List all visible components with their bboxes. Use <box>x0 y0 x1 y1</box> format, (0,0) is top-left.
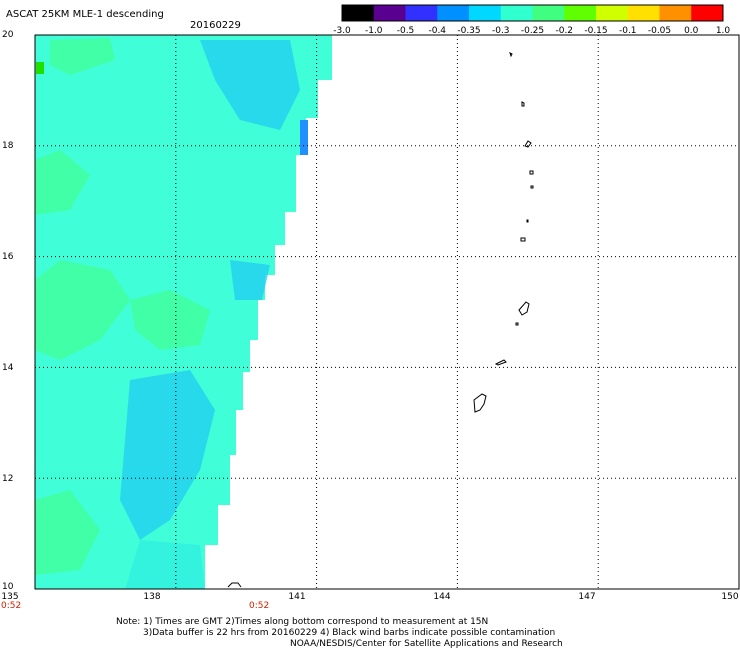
note-line-2: 3)Data buffer is 22 hrs from 20160229 4)… <box>143 628 556 638</box>
lon-label-147: 147 <box>578 592 596 602</box>
lon-label-138: 138 <box>143 592 161 602</box>
colorbar-segment <box>342 5 375 21</box>
coastlines <box>227 52 534 588</box>
colorbar-segment <box>437 5 470 21</box>
colorbar-label: -0.05 <box>647 26 672 36</box>
island-outline <box>509 52 513 58</box>
colorbar-segment <box>405 5 438 21</box>
time-label-left: 0:52 <box>1 601 22 611</box>
lat-label-12: 12 <box>2 474 14 484</box>
island-outline <box>473 393 487 413</box>
island-outline <box>526 219 529 223</box>
island-outline <box>529 170 534 175</box>
swath-patch <box>120 370 215 540</box>
lat-label-14: 14 <box>2 363 14 373</box>
colorbar-segment <box>564 5 597 21</box>
lat-label-16: 16 <box>2 252 14 262</box>
island-outline <box>520 237 526 242</box>
colorbar <box>341 4 724 22</box>
swath-patch <box>50 38 115 75</box>
island-outline <box>521 101 525 107</box>
colorbar-segment <box>500 5 533 21</box>
credit-line: NOAA/NESDIS/Center for Satellite Applica… <box>290 639 563 649</box>
time-label-mid: 0:52 <box>249 601 270 611</box>
colorbar-label: -0.1 <box>618 26 637 36</box>
colorbar-label: -0.2 <box>555 26 574 36</box>
island-outline <box>227 582 242 588</box>
island-outline <box>530 185 534 189</box>
swath-patch <box>35 150 90 215</box>
note-line-1: Note: 1) Times are GMT 2)Times along bot… <box>116 617 489 627</box>
map-frame <box>34 34 740 590</box>
colorbar-segment <box>596 5 629 21</box>
swath-patch <box>35 490 100 575</box>
colorbar-label: 0.0 <box>684 26 699 36</box>
colorbar-segment <box>627 5 660 21</box>
lon-label-141: 141 <box>288 592 306 602</box>
colorbar-segment <box>532 5 565 21</box>
colorbar-segment <box>659 5 692 21</box>
lon-label-144: 144 <box>433 592 451 602</box>
swath-cell <box>300 120 308 155</box>
lon-label-150: 150 <box>721 592 739 602</box>
lat-label-10: 10 <box>2 582 14 592</box>
lat-label-20: 20 <box>2 30 14 40</box>
data-swath <box>35 35 332 589</box>
colorbar-segment <box>469 5 502 21</box>
island-outline <box>515 322 519 326</box>
swath-patch <box>35 260 130 360</box>
colorbar-label: -0.35 <box>457 26 481 36</box>
chart-date: 20160229 <box>190 20 241 31</box>
swath-patch <box>230 260 270 300</box>
island-outline <box>494 359 507 366</box>
colorbar-frame <box>341 4 724 22</box>
lat-label-18: 18 <box>2 141 14 151</box>
colorbar-label: -0.25 <box>520 26 545 36</box>
colorbar-label: -3.0 <box>333 26 351 36</box>
swath-patch <box>130 290 210 350</box>
colorbar-label: -0.15 <box>584 26 608 36</box>
island-outline <box>518 301 530 316</box>
colorbar-label: -0.5 <box>396 26 415 36</box>
island-outline <box>524 140 532 148</box>
colorbar-segment <box>691 5 724 21</box>
swath-cell <box>36 62 44 74</box>
swath-patch <box>200 40 300 130</box>
colorbar-label: -1.0 <box>364 26 383 36</box>
colorbar-label: -0.3 <box>491 26 510 36</box>
colorbar-segment <box>373 5 406 21</box>
lon-label-135: 135 <box>1 592 19 602</box>
colorbar-label: -0.4 <box>428 26 447 36</box>
colorbar-label: 1.0 <box>715 26 731 36</box>
chart-title: ASCAT 25KM MLE-1 descending <box>6 9 164 20</box>
swath-patch <box>125 540 205 589</box>
gridlines <box>35 35 739 589</box>
